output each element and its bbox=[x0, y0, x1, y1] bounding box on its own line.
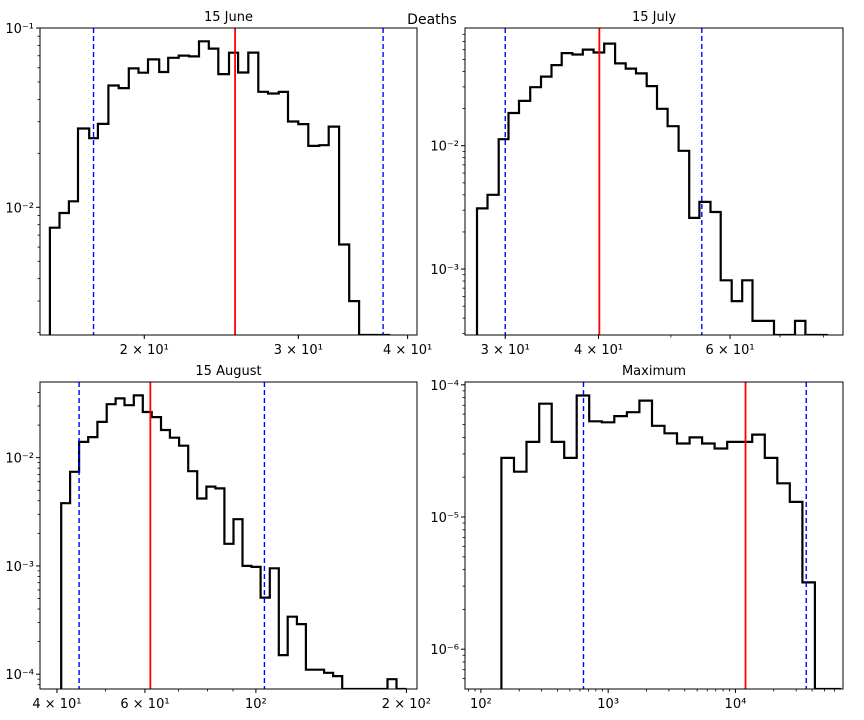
x-tick-label: 3 × 10¹ bbox=[481, 343, 530, 358]
y-tick-label: 10⁻⁵ bbox=[430, 511, 459, 526]
panel-title: Maximum bbox=[622, 364, 686, 379]
y-tick-label: 10⁻² bbox=[5, 452, 34, 467]
histogram-panel-1: 15 June 2 × 10¹ 3 × 10¹ 4 × 10¹ 10⁻² 10⁻¹ bbox=[5, 10, 432, 358]
y-tick-label: 10⁻² bbox=[5, 201, 34, 216]
histogram-panel-2: 15 July 3 × 10¹ 4 × 10¹ 6 × 10¹ 10⁻³ 10⁻² bbox=[430, 10, 844, 358]
histogram-step-line bbox=[500, 394, 842, 689]
axes-frame bbox=[464, 381, 844, 690]
figure-suptitle: Deaths bbox=[407, 12, 457, 28]
x-tick-label: 10³ bbox=[597, 697, 619, 712]
histogram-panel-4: Maximum 10² 10³ 10⁴ 10⁻⁶ 10⁻⁵ 10⁻⁴ bbox=[430, 364, 844, 712]
panel-title: 15 August bbox=[195, 364, 261, 379]
x-tick-label: 3 × 10¹ bbox=[274, 343, 323, 358]
y-tick-label: 10⁻⁴ bbox=[5, 668, 34, 683]
y-tick-label: 10⁻³ bbox=[430, 263, 459, 278]
panel-title: 15 July bbox=[632, 10, 676, 25]
x-tick-label: 4 × 10¹ bbox=[32, 697, 81, 712]
y-tick-label: 10⁻⁴ bbox=[430, 379, 459, 394]
x-tick-label: 4 × 10¹ bbox=[383, 343, 432, 358]
x-tick-label: 10² bbox=[245, 697, 267, 712]
x-tick-label: 6 × 10¹ bbox=[120, 697, 169, 712]
panel-title: 15 June bbox=[204, 10, 253, 25]
y-tick-label: 10⁻³ bbox=[5, 560, 34, 575]
x-tick-label: 10² bbox=[470, 697, 492, 712]
y-tick-label: 10⁻⁶ bbox=[430, 643, 459, 658]
x-tick-label: 10⁴ bbox=[725, 697, 747, 712]
x-tick-label: 4 × 10¹ bbox=[574, 343, 623, 358]
axes-frame bbox=[39, 27, 418, 336]
histogram-panel-3: 15 August 4 × 10¹ 6 × 10¹ 10² 2 × 10² 10⁻⁴ 10⁻… bbox=[5, 364, 431, 712]
histogram-step-line bbox=[475, 42, 829, 335]
y-tick-label: 10⁻¹ bbox=[5, 22, 34, 37]
axes-frame bbox=[39, 381, 418, 690]
histogram-step-line bbox=[60, 394, 407, 689]
y-tick-label: 10⁻² bbox=[430, 140, 459, 155]
x-tick-label: 2 × 10¹ bbox=[120, 343, 169, 358]
x-tick-label: 6 × 10¹ bbox=[705, 343, 754, 358]
x-tick-label: 2 × 10² bbox=[382, 697, 431, 712]
histogram-step-line bbox=[48, 40, 391, 335]
axes-frame bbox=[464, 27, 844, 336]
